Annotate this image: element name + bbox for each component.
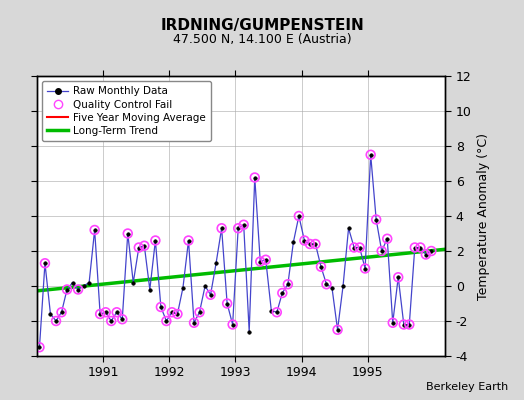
Point	[377, 248, 386, 254]
Point	[355, 244, 364, 251]
Point	[173, 311, 182, 317]
Point	[294, 213, 303, 219]
Point	[427, 248, 435, 254]
Y-axis label: Temperature Anomaly (°C): Temperature Anomaly (°C)	[477, 132, 490, 300]
Point	[311, 241, 320, 247]
Point	[124, 230, 132, 237]
Point	[206, 292, 215, 298]
Point	[256, 258, 265, 265]
Point	[366, 152, 375, 158]
Point	[190, 320, 198, 326]
Point	[405, 321, 413, 328]
Point	[217, 225, 226, 232]
Point	[388, 320, 397, 326]
Point	[35, 344, 43, 350]
Point	[305, 241, 314, 247]
Text: 47.500 N, 14.100 E (Austria): 47.500 N, 14.100 E (Austria)	[173, 33, 351, 46]
Point	[151, 237, 160, 244]
Point	[118, 316, 126, 322]
Point	[113, 309, 121, 316]
Point	[184, 237, 193, 244]
Point	[228, 321, 237, 328]
Point	[96, 311, 104, 317]
Point	[333, 326, 342, 333]
Point	[416, 244, 424, 251]
Point	[278, 290, 287, 296]
Point	[41, 260, 49, 266]
Point	[361, 265, 369, 272]
Point	[140, 242, 148, 249]
Point	[350, 244, 358, 251]
Point	[422, 251, 430, 258]
Point	[372, 216, 380, 223]
Point	[250, 174, 259, 181]
Legend: Raw Monthly Data, Quality Control Fail, Five Year Moving Average, Long-Term Tren: Raw Monthly Data, Quality Control Fail, …	[42, 81, 211, 141]
Point	[411, 244, 419, 251]
Point	[168, 309, 176, 316]
Point	[162, 318, 171, 324]
Point	[157, 304, 165, 310]
Point	[223, 300, 231, 307]
Point	[394, 274, 402, 280]
Point	[52, 318, 60, 324]
Point	[400, 321, 408, 328]
Point	[261, 256, 270, 263]
Point	[195, 309, 204, 316]
Point	[234, 225, 243, 232]
Point	[107, 318, 115, 324]
Point	[63, 286, 71, 293]
Point	[57, 309, 66, 316]
Point	[322, 281, 331, 288]
Point	[135, 244, 143, 251]
Point	[300, 237, 309, 244]
Point	[102, 309, 110, 316]
Point	[74, 286, 82, 293]
Text: Berkeley Earth: Berkeley Earth	[426, 382, 508, 392]
Point	[383, 236, 391, 242]
Point	[283, 281, 292, 288]
Point	[239, 222, 248, 228]
Point	[91, 227, 99, 233]
Point	[272, 309, 281, 316]
Text: IRDNING/GUMPENSTEIN: IRDNING/GUMPENSTEIN	[160, 18, 364, 33]
Point	[317, 264, 325, 270]
